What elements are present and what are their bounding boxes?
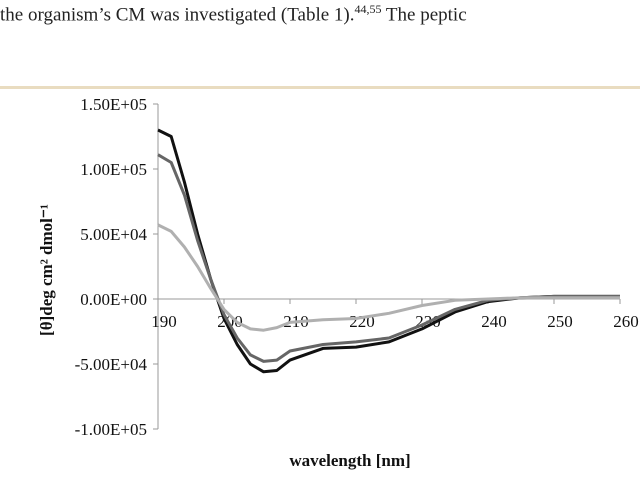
y-tick-label: 1.00E+05 <box>80 160 147 179</box>
y-tick-label: 0.00E+00 <box>80 290 147 309</box>
text: the organism’s CM was investigated (Tabl… <box>0 4 355 26</box>
x-axis-label: wavelength [nm] <box>289 451 410 470</box>
text: The peptic <box>381 4 467 26</box>
x-tick-label: 240 <box>481 312 507 331</box>
citation: 44,55 <box>354 2 382 16</box>
x-tick-label: 190 <box>151 312 177 331</box>
line <box>157 223 620 332</box>
rule <box>0 86 640 89</box>
y-tick-label: 5.00E+04 <box>80 225 147 244</box>
x-tick-label: 250 <box>547 312 573 331</box>
body-text: the organism’s CM was investigated (Tabl… <box>0 2 640 26</box>
y-tick-label: -1.00E+05 <box>75 420 147 439</box>
y-tick-label: -5.00E+04 <box>75 355 148 374</box>
y-axis-label: [θ]deg cm² dmol⁻¹ <box>37 204 56 336</box>
line <box>157 128 620 374</box>
x-tick-label: 260 <box>613 312 639 331</box>
y-tick-label: 1.50E+05 <box>80 95 147 114</box>
